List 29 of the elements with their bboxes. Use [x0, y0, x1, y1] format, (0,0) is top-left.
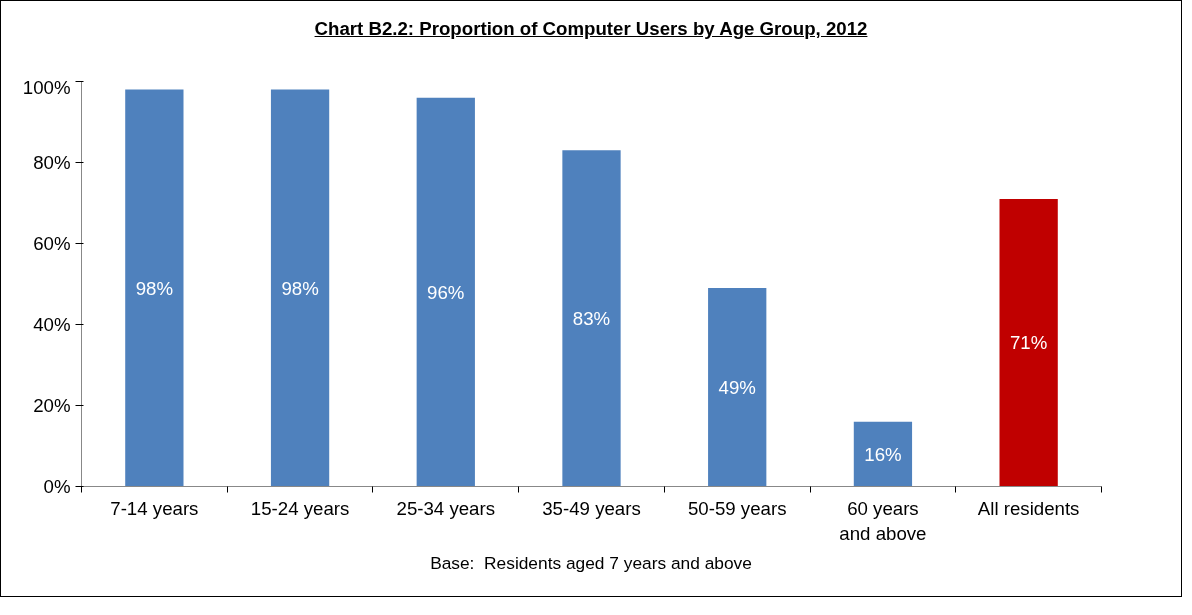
bar — [999, 198, 1058, 487]
bar — [708, 288, 767, 487]
x-tick-label: 50-59 years — [687, 497, 787, 519]
y-tick-label: 100% — [22, 76, 71, 98]
y-tick-label: 80% — [33, 152, 71, 173]
x-tick-label: 25-34 years — [396, 497, 496, 519]
data-label: 71% — [1009, 332, 1048, 354]
y-tick-label: 0% — [43, 476, 71, 497]
text: Base: Residents aged 7 years and above — [429, 552, 753, 575]
bar — [270, 89, 330, 487]
y-tick-label: 20% — [33, 395, 71, 416]
x-tick-label: 35-49 years — [542, 497, 641, 519]
data-label: 49% — [718, 376, 756, 398]
bar — [562, 150, 621, 487]
bar — [125, 89, 184, 487]
data-label: 98% — [135, 277, 174, 299]
y-tick-label: 60% — [33, 233, 71, 254]
x-tick-label: All residents — [977, 497, 1080, 519]
data-label: 83% — [572, 307, 611, 329]
bar — [416, 97, 475, 487]
x-tick-label: 60 years and above — [839, 497, 927, 544]
y-tick-label: 40% — [33, 314, 71, 335]
data-label: 96% — [427, 281, 465, 303]
data-label: 98% — [281, 277, 319, 299]
data-label: 16% — [864, 443, 902, 465]
x-tick-label: 7-14 years — [110, 497, 199, 519]
chart-title: Chart B2.2: Proportion of Computer Users by Age Group, 2012 — [313, 17, 869, 41]
bar — [853, 421, 913, 487]
x-tick-label: 15-24 years — [250, 497, 350, 519]
